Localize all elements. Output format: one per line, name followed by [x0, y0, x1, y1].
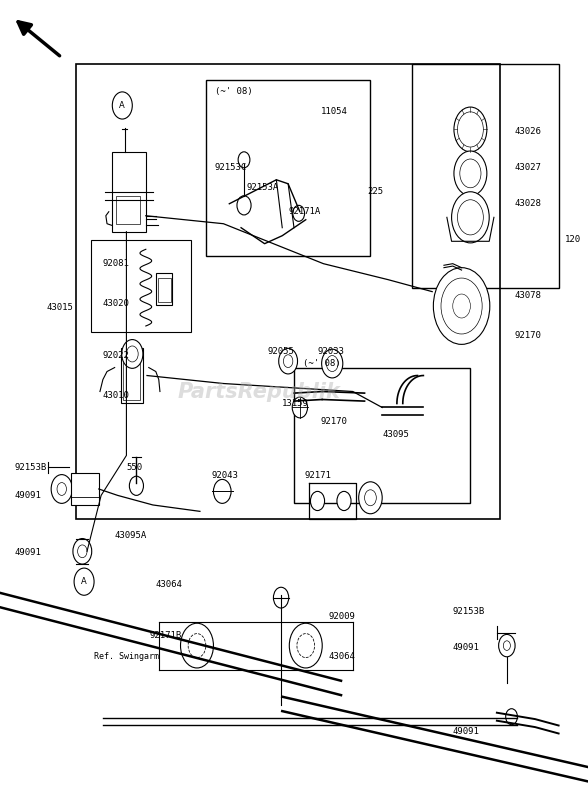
- Circle shape: [289, 623, 322, 668]
- Text: 92171: 92171: [305, 471, 332, 480]
- Text: 43020: 43020: [103, 299, 130, 308]
- Bar: [112, 152, 146, 232]
- Circle shape: [454, 151, 487, 196]
- Circle shape: [433, 268, 490, 344]
- Text: 120: 120: [564, 235, 580, 244]
- Text: 92170: 92170: [320, 416, 348, 426]
- Circle shape: [506, 709, 517, 725]
- Bar: [116, 196, 140, 224]
- Bar: [158, 278, 171, 302]
- Circle shape: [452, 192, 489, 243]
- Bar: [76, 64, 500, 519]
- Text: 92009: 92009: [328, 612, 355, 622]
- Text: 550: 550: [126, 463, 142, 472]
- Circle shape: [499, 634, 515, 657]
- Text: 92022: 92022: [103, 351, 130, 360]
- Circle shape: [129, 476, 143, 495]
- Circle shape: [51, 475, 72, 503]
- Text: 43026: 43026: [514, 127, 542, 137]
- Circle shape: [181, 623, 213, 668]
- Text: 49091: 49091: [15, 491, 42, 500]
- Text: (~' 08): (~' 08): [303, 359, 340, 368]
- Bar: [206, 80, 370, 256]
- Text: A: A: [81, 577, 87, 586]
- Bar: [91, 240, 191, 332]
- Text: 92033: 92033: [318, 347, 345, 356]
- Circle shape: [337, 491, 351, 511]
- Text: 11054: 11054: [320, 107, 348, 117]
- Circle shape: [293, 205, 305, 221]
- Text: 49091: 49091: [453, 726, 480, 736]
- Text: 92170: 92170: [514, 331, 542, 340]
- Text: 49091: 49091: [15, 548, 42, 558]
- Bar: [412, 64, 559, 288]
- Circle shape: [74, 568, 94, 595]
- Circle shape: [213, 479, 231, 503]
- Text: 92055: 92055: [268, 347, 295, 356]
- Circle shape: [122, 340, 143, 368]
- Bar: [121, 348, 143, 403]
- Circle shape: [322, 349, 343, 378]
- Text: 225: 225: [368, 187, 383, 197]
- Circle shape: [238, 152, 250, 168]
- Text: (~' 08): (~' 08): [215, 87, 252, 97]
- Text: 92171A: 92171A: [288, 207, 320, 217]
- Text: 43064: 43064: [328, 652, 355, 662]
- Circle shape: [359, 482, 382, 514]
- Bar: [123, 352, 140, 400]
- Text: 43028: 43028: [514, 199, 542, 209]
- Text: 92153B: 92153B: [15, 463, 47, 472]
- Text: 43010: 43010: [103, 391, 130, 400]
- Circle shape: [292, 397, 308, 418]
- Circle shape: [310, 491, 325, 511]
- Text: 43095A: 43095A: [115, 531, 147, 540]
- Text: 92153A: 92153A: [247, 183, 279, 193]
- Text: 13159: 13159: [282, 399, 309, 408]
- Text: 49091: 49091: [453, 642, 480, 652]
- Text: Ref. Swingarm: Ref. Swingarm: [94, 652, 159, 662]
- Text: 92153B: 92153B: [453, 606, 485, 616]
- Bar: [71, 473, 99, 505]
- Text: 92043: 92043: [212, 471, 239, 480]
- Text: 43064: 43064: [156, 580, 183, 590]
- Text: 43027: 43027: [514, 163, 542, 173]
- Text: 92153C: 92153C: [215, 163, 247, 173]
- Text: A: A: [119, 101, 125, 110]
- Text: 43095: 43095: [382, 430, 409, 439]
- Circle shape: [237, 196, 251, 215]
- Circle shape: [273, 587, 289, 608]
- Text: 92081: 92081: [103, 259, 130, 268]
- Circle shape: [73, 539, 92, 564]
- Bar: [156, 273, 172, 305]
- Text: 43078: 43078: [514, 291, 542, 300]
- Text: 92171B: 92171B: [150, 630, 182, 640]
- Text: PartsRepublik: PartsRepublik: [178, 381, 340, 402]
- Circle shape: [279, 348, 298, 374]
- Circle shape: [454, 107, 487, 152]
- Bar: [294, 368, 470, 503]
- Circle shape: [112, 92, 132, 119]
- Text: 43015: 43015: [46, 303, 74, 312]
